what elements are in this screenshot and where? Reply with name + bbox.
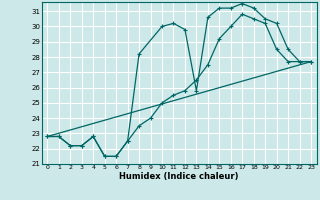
X-axis label: Humidex (Indice chaleur): Humidex (Indice chaleur) bbox=[119, 172, 239, 181]
